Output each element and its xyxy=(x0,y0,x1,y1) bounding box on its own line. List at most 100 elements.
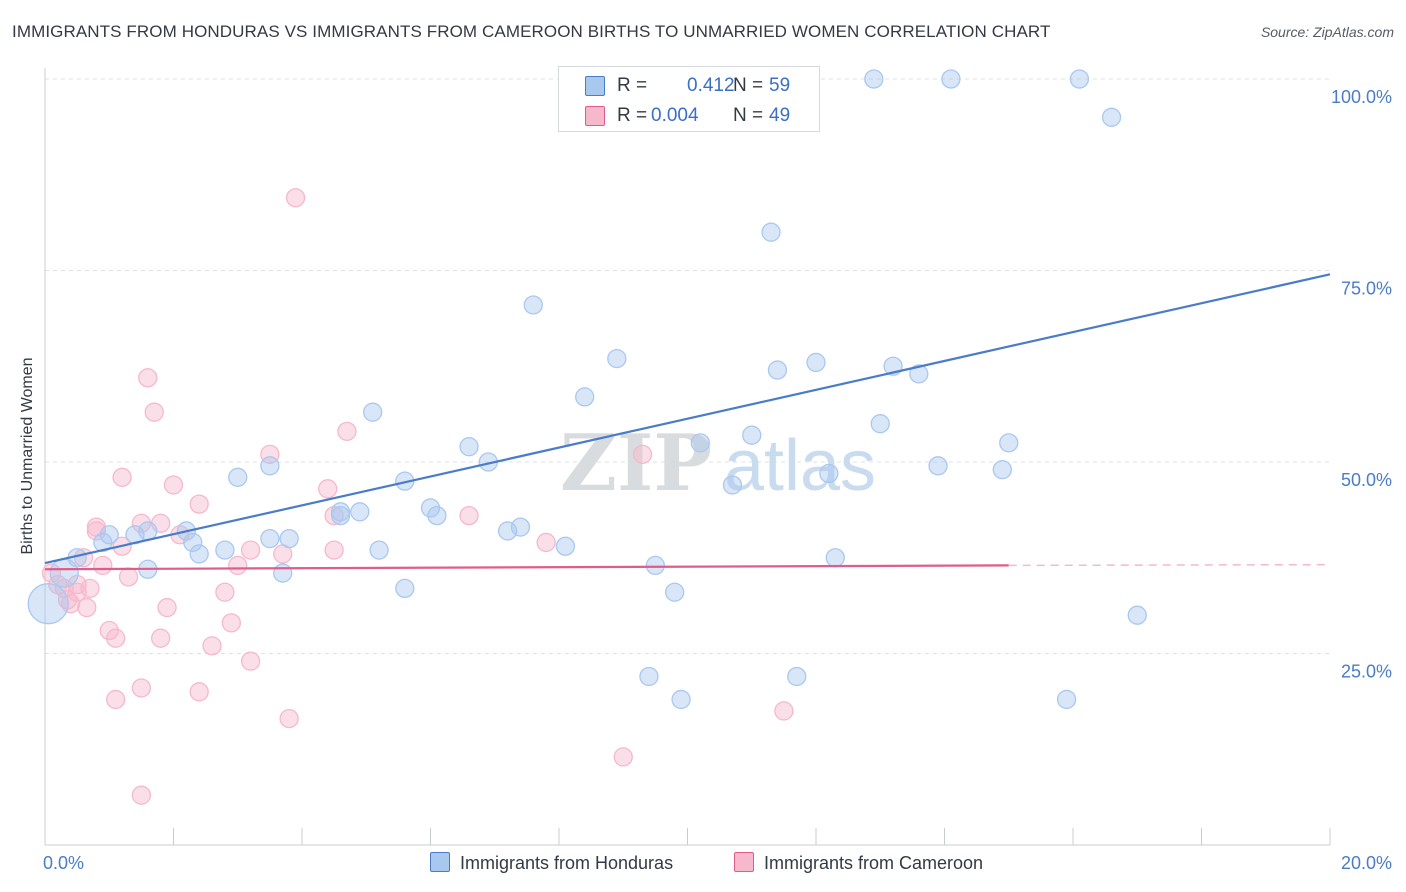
data-point xyxy=(138,521,158,541)
data-point xyxy=(992,460,1012,480)
data-points xyxy=(27,69,1147,805)
data-point xyxy=(189,544,209,564)
data-point xyxy=(330,505,351,526)
data-point xyxy=(273,563,293,583)
bottom-legend-honduras: Immigrants from Honduras xyxy=(430,852,673,876)
chart-title: IMMIGRANTS FROM HONDURAS VS IMMIGRANTS F… xyxy=(12,22,1051,41)
data-point xyxy=(189,682,209,702)
data-point xyxy=(285,188,306,208)
data-point xyxy=(510,517,531,537)
data-point xyxy=(337,421,357,442)
data-point xyxy=(665,582,685,602)
data-point xyxy=(575,387,595,407)
data-point xyxy=(279,708,299,729)
data-point xyxy=(189,494,209,514)
data-point xyxy=(260,528,280,549)
data-point xyxy=(27,583,69,625)
y-tick-label: 100.0% xyxy=(1331,87,1392,107)
data-point xyxy=(106,628,126,648)
legend-swatch-honduras xyxy=(585,76,605,96)
data-point xyxy=(1127,605,1147,625)
data-point xyxy=(77,597,97,618)
data-point xyxy=(279,528,299,549)
data-point xyxy=(324,540,344,560)
data-point xyxy=(1069,69,1090,89)
data-point xyxy=(183,532,203,553)
data-point xyxy=(928,456,948,476)
data-point xyxy=(150,628,171,648)
legend-n-label: N = xyxy=(733,75,764,96)
data-point xyxy=(536,532,556,553)
data-point xyxy=(1056,689,1077,710)
data-point xyxy=(363,402,383,422)
data-point xyxy=(787,666,807,687)
data-point xyxy=(202,636,222,656)
data-point xyxy=(61,594,81,614)
data-point xyxy=(80,578,100,599)
data-point xyxy=(645,555,666,576)
data-point xyxy=(632,444,653,464)
axes xyxy=(44,68,1331,846)
data-point xyxy=(369,540,389,560)
data-point xyxy=(806,352,826,373)
chart-source: Source: ZipAtlas.com xyxy=(1260,24,1394,40)
legend-swatch-cameroon xyxy=(585,106,605,126)
data-point xyxy=(613,747,633,767)
watermark: ZIP atlas xyxy=(560,418,876,509)
data-point xyxy=(221,613,241,633)
data-point xyxy=(260,456,280,476)
legend-row-cameroon: R = 0.004 N = 49 xyxy=(559,101,819,131)
data-point xyxy=(395,578,415,599)
data-point xyxy=(941,69,961,89)
legend-n-label: N = xyxy=(733,105,764,126)
trend-line xyxy=(44,273,1331,565)
data-point xyxy=(118,567,139,587)
data-point xyxy=(215,582,235,602)
trend-line-extension xyxy=(1008,563,1331,567)
data-point xyxy=(639,666,659,687)
data-point xyxy=(228,555,248,576)
data-point xyxy=(1101,107,1122,127)
data-point xyxy=(825,548,845,568)
legend-n-value-honduras: 59 xyxy=(769,75,791,96)
bottom-legend-swatch-honduras xyxy=(430,852,450,872)
y-tick-label: 75.0% xyxy=(1341,279,1392,299)
y-tick-label: 50.0% xyxy=(1341,470,1392,490)
x-tick-label: 20.0% xyxy=(1341,853,1392,873)
trend-lines xyxy=(44,273,1331,571)
watermark-atlas: atlas xyxy=(724,426,876,506)
legend-row-honduras: R = 0.412 N = 59 xyxy=(559,71,819,101)
data-point xyxy=(607,348,627,369)
stats-legend: R = 0.412 N = 59 R = 0.004 N = 49 xyxy=(558,66,820,132)
legend-r-value-honduras: 0.412 xyxy=(687,75,735,96)
data-point xyxy=(864,69,884,89)
data-point xyxy=(523,295,543,315)
data-point xyxy=(350,502,370,522)
data-point xyxy=(138,368,158,388)
legend-r-value-cameroon: 0.004 xyxy=(651,105,699,126)
data-point xyxy=(131,678,152,698)
bottom-legend-swatch-cameroon xyxy=(734,852,754,872)
bottom-legend-label-cameroon: Immigrants from Cameroon xyxy=(764,853,984,873)
data-point xyxy=(761,222,781,242)
data-point xyxy=(722,475,743,495)
data-point xyxy=(459,505,479,526)
data-point xyxy=(163,475,184,495)
data-point xyxy=(144,402,164,422)
data-point xyxy=(555,536,576,556)
watermark-zip: ZIP xyxy=(560,418,712,509)
tick-labels: 25.0% 50.0% 75.0% 100.0% 0.0% 20.0% xyxy=(43,87,1392,873)
data-point xyxy=(157,597,177,618)
data-point xyxy=(93,532,113,553)
legend-r-label: R = xyxy=(617,75,648,96)
data-point xyxy=(228,467,248,487)
trend-line xyxy=(44,564,1009,571)
data-point xyxy=(260,444,280,464)
data-point xyxy=(215,540,235,560)
data-point xyxy=(774,701,794,721)
legend-r-label: R = xyxy=(617,105,648,126)
data-point xyxy=(459,437,479,457)
data-point xyxy=(240,651,261,671)
y-tick-label: 25.0% xyxy=(1341,662,1392,682)
